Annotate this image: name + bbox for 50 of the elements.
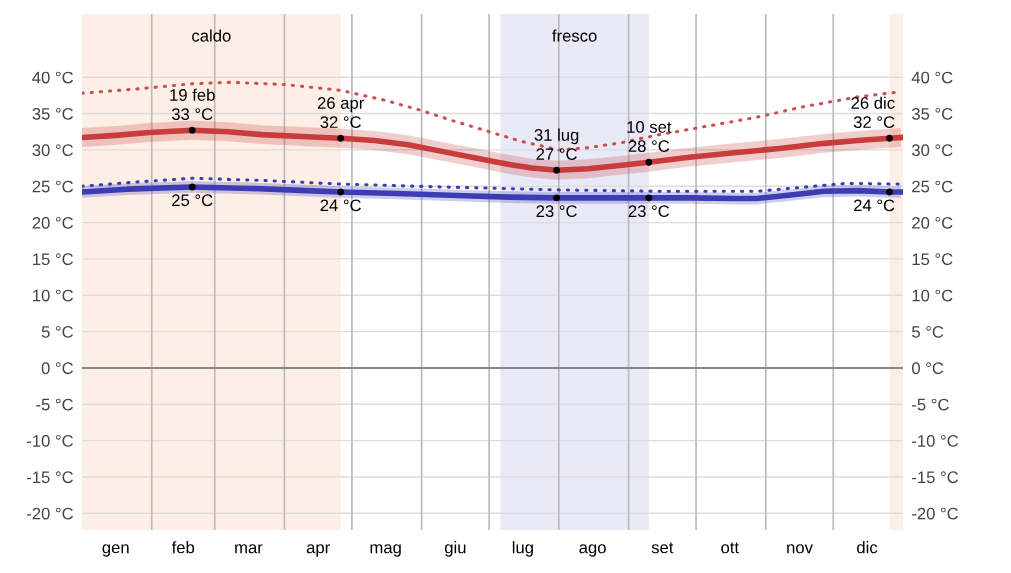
x-tick-label: ago xyxy=(579,544,606,557)
band-label: fresco xyxy=(552,29,597,42)
x-tick-label: apr xyxy=(306,544,330,557)
y-tick-label: 35 °C xyxy=(32,107,74,120)
y2-tick-label: 20 °C xyxy=(912,216,953,229)
y2-tick-label: 10 °C xyxy=(912,289,953,302)
x-tick-label: mag xyxy=(370,544,401,557)
y-tick-label: 15 °C xyxy=(33,253,74,266)
y2-tick-label: 0 °C xyxy=(911,362,944,375)
y-tick-label: 0 °C xyxy=(41,362,74,375)
annotation: 23 °C xyxy=(536,205,577,218)
y-tick-label: 20 °C xyxy=(32,216,74,229)
annotation: 26 dic 32 °C xyxy=(851,96,895,129)
y2-tick-label: -15 °C xyxy=(912,471,959,484)
annotation: 19 feb 33 °C xyxy=(170,88,215,121)
y2-tick-label: -10 °C xyxy=(912,435,959,447)
x-tick-label: mar xyxy=(235,544,263,554)
y2-tick-label: 35 °C xyxy=(911,107,953,120)
y-tick-label: 30 °C xyxy=(32,144,74,157)
x-tick-label: lug xyxy=(512,541,533,557)
x-tick-label: giu xyxy=(444,541,466,557)
annotation: 23 °C xyxy=(628,205,670,218)
y-tick-label: -5 °C xyxy=(36,398,74,411)
y-tick-label: 5 °C xyxy=(41,326,74,338)
y-tick-label: 10 °C xyxy=(33,289,74,302)
y2-tick-label: 25 °C xyxy=(912,180,953,193)
x-tick-label: nov xyxy=(787,544,813,554)
y-tick-label: -15 °C xyxy=(26,471,74,484)
y2-tick-label: 5 °C xyxy=(912,326,944,338)
y2-tick-label: 15 °C xyxy=(912,253,953,266)
y-tick-label: -20 °C xyxy=(26,507,74,520)
annotation: 24 °C xyxy=(854,199,895,212)
x-tick-label: set xyxy=(651,542,674,554)
y-tick-label: -10 °C xyxy=(26,435,74,447)
y-tick-label: 40 °C xyxy=(32,71,74,84)
annotation: 24 °C xyxy=(320,199,361,212)
y2-tick-label: 30 °C xyxy=(911,144,953,157)
y2-tick-label: 40 °C xyxy=(911,71,953,84)
x-tick-label: dic xyxy=(857,541,878,554)
y2-tick-label: -20 °C xyxy=(912,507,959,520)
annotation: 26 apr 32 °C xyxy=(317,97,365,129)
y-tick-label: 25 °C xyxy=(32,180,74,193)
annotation: 25 °C xyxy=(172,194,213,207)
band-label: caldo xyxy=(192,29,231,42)
x-tick-label: gen xyxy=(102,544,129,557)
y2-tick-label: -5 °C xyxy=(912,398,949,411)
annotation: 10 set 28 °C xyxy=(627,121,672,153)
x-tick-label: feb xyxy=(171,541,195,554)
x-tick-label: ott xyxy=(721,542,739,554)
annotation: 31 lug 27 °C xyxy=(534,128,579,161)
